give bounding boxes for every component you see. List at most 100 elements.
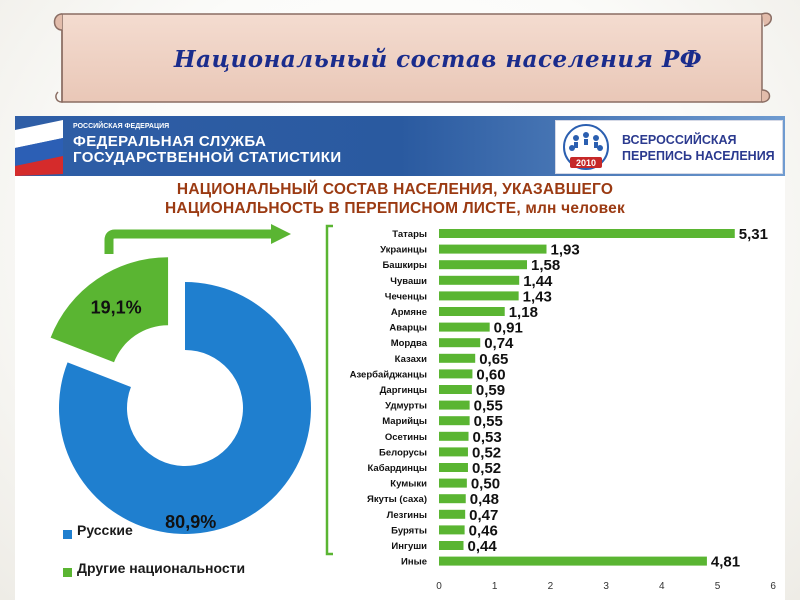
census-title-line2: ПЕРЕПИСЬ НАСЕЛЕНИЯ bbox=[622, 149, 775, 163]
agency-name-line1: ФЕДЕРАЛЬНАЯ СЛУЖБА bbox=[73, 133, 267, 150]
category-bracket bbox=[325, 224, 333, 556]
bar bbox=[439, 275, 520, 285]
x-tick-label: 1 bbox=[492, 581, 498, 592]
bar-chart: Татары 5,31 Украинцы 1,93 Башкиры 1,58 Чуваши 1… bbox=[350, 226, 768, 571]
census-title-line1: ВСЕРОССИЙСКАЯ bbox=[622, 133, 737, 147]
bar-value-label: 0,91 bbox=[494, 320, 523, 337]
bar-category-label: Казахи bbox=[395, 354, 427, 365]
bar bbox=[439, 260, 528, 270]
page-title: Национальный состав населения РФ bbox=[173, 45, 703, 73]
bar-value-label: 1,93 bbox=[551, 242, 580, 259]
census-people-icon: 2010 bbox=[563, 124, 609, 170]
bar-value-label: 1,44 bbox=[523, 273, 553, 290]
bar bbox=[439, 353, 476, 363]
bar-value-label: 0,52 bbox=[472, 460, 501, 477]
bar-category-label: Азербайджанцы bbox=[350, 369, 427, 380]
connector-arrow bbox=[104, 229, 273, 254]
legend-swatch-russians bbox=[63, 530, 72, 539]
chart-canvas: 80,9% 19,1% Татары 5,31 Украинцы 1,93 Башкиры… bbox=[50, 224, 776, 592]
bar-category-label: Украинцы bbox=[380, 245, 427, 256]
bar-value-label: 0,55 bbox=[474, 398, 503, 415]
bar bbox=[439, 307, 505, 316]
bar-value-label: 0,46 bbox=[469, 522, 498, 539]
bar bbox=[439, 478, 467, 488]
bar-value-label: 0,44 bbox=[468, 538, 498, 555]
bar-value-label: 1,18 bbox=[509, 304, 538, 321]
bar bbox=[439, 431, 469, 441]
x-axis: 0 1 2 3 4 5 6 bbox=[436, 581, 776, 592]
bar bbox=[439, 494, 466, 504]
donut-slice-label: 80,9% bbox=[165, 512, 216, 532]
bar-value-label: 1,43 bbox=[523, 288, 552, 305]
chart-title-line1: НАЦИОНАЛЬНЫЙ СОСТАВ НАСЕЛЕНИЯ, УКАЗАВШЕГ… bbox=[176, 181, 614, 198]
x-tick-label: 2 bbox=[548, 581, 554, 592]
bar-category-label: Якуты (саха) bbox=[367, 494, 427, 505]
bar-value-label: 1,58 bbox=[531, 257, 560, 274]
bar-category-label: Мордва bbox=[391, 338, 428, 349]
bar bbox=[439, 509, 466, 519]
x-tick-label: 4 bbox=[659, 581, 665, 592]
bar-value-label: 0,59 bbox=[476, 382, 505, 399]
bar-value-label: 0,50 bbox=[471, 476, 500, 493]
bar-category-label: Ингуши bbox=[391, 541, 427, 552]
bar-category-label: Лезгины bbox=[387, 510, 427, 521]
donut-chart: 80,9% 19,1% bbox=[50, 257, 312, 534]
legend-label-russians: Русские bbox=[77, 522, 133, 538]
x-tick-label: 6 bbox=[770, 581, 776, 592]
bar-value-label: 0,55 bbox=[474, 413, 503, 430]
chart-title-line2: НАЦИОНАЛЬНОСТЬ В ПЕРЕПИСНОМ ЛИСТЕ, млн ч… bbox=[165, 200, 625, 217]
slide-panel: РОССИЙСКАЯ ФЕДЕРАЦИЯ ФЕДЕРАЛЬНАЯ СЛУЖБА … bbox=[15, 116, 785, 600]
donut-slice bbox=[50, 257, 169, 363]
bar bbox=[439, 291, 519, 301]
legend-swatch-others bbox=[63, 568, 72, 577]
agency-name-line2: ГОСУДАРСТВЕННОЙ СТАТИСТИКИ bbox=[73, 149, 342, 166]
connector-arrowhead bbox=[271, 224, 291, 244]
flag-icon bbox=[15, 120, 63, 176]
bar-value-label: 0,52 bbox=[472, 444, 501, 461]
chart-title: НАЦИОНАЛЬНЫЙ СОСТАВ НАСЕЛЕНИЯ, УКАЗАВШЕГ… bbox=[55, 180, 735, 218]
legend-label-others: Другие национальности bbox=[77, 560, 246, 576]
bar-value-label: 4,81 bbox=[711, 554, 740, 571]
bar bbox=[439, 463, 468, 472]
bar-category-label: Белорусы bbox=[379, 447, 427, 458]
bar bbox=[439, 541, 464, 550]
bar bbox=[439, 244, 547, 254]
bar-category-label: Иные bbox=[401, 557, 427, 568]
bar-category-label: Татары bbox=[392, 229, 427, 240]
bar bbox=[439, 416, 470, 426]
bar bbox=[439, 385, 472, 394]
x-tick-label: 3 bbox=[603, 581, 609, 592]
bar-value-label: 0,53 bbox=[473, 429, 502, 446]
bar-value-label: 0,65 bbox=[479, 351, 508, 368]
donut-slice-label: 19,1% bbox=[91, 297, 142, 317]
bar bbox=[439, 369, 473, 379]
bar-value-label: 0,60 bbox=[476, 366, 505, 383]
bar-category-label: Осетины bbox=[385, 432, 427, 443]
bar-category-label: Кумыки bbox=[390, 479, 427, 490]
bar bbox=[439, 322, 490, 332]
census-year: 2010 bbox=[576, 158, 596, 168]
donut-slice bbox=[58, 282, 312, 534]
bar bbox=[439, 556, 707, 566]
title-banner: Национальный состав населения РФ bbox=[48, 4, 776, 108]
bar bbox=[439, 447, 468, 457]
bar-category-label: Удмурты bbox=[385, 401, 427, 412]
bar-value-label: 0,74 bbox=[484, 335, 514, 352]
bar-category-label: Чуваши bbox=[390, 276, 427, 287]
bar-category-label: Буряты bbox=[391, 525, 427, 536]
agency-country: РОССИЙСКАЯ ФЕДЕРАЦИЯ bbox=[73, 123, 170, 130]
x-tick-label: 5 bbox=[715, 581, 721, 592]
bar bbox=[439, 400, 470, 410]
bar-category-label: Башкиры bbox=[382, 260, 427, 271]
census-logo: 2010 ВСЕРОССИЙСКАЯ ПЕРЕПИСЬ НАСЕЛЕНИЯ bbox=[555, 120, 783, 174]
x-tick-label: 0 bbox=[436, 581, 442, 592]
bar-category-label: Аварцы bbox=[389, 323, 427, 334]
bar bbox=[439, 229, 735, 238]
bar-category-label: Кабардинцы bbox=[368, 463, 427, 474]
bar-value-label: 0,47 bbox=[469, 507, 498, 524]
bar-value-label: 5,31 bbox=[739, 226, 768, 243]
bar bbox=[439, 338, 481, 348]
scroll-shape bbox=[53, 12, 772, 103]
bar-category-label: Чеченцы bbox=[385, 291, 427, 302]
bar-value-label: 0,48 bbox=[470, 491, 499, 508]
